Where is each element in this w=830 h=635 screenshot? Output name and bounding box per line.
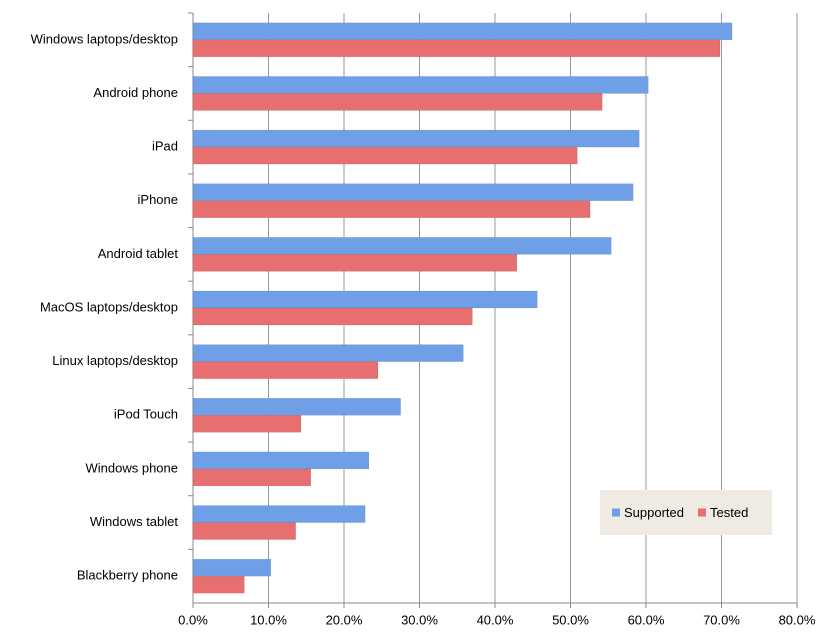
y-tick-label: iPod Touch [114,407,178,422]
bar [192,522,296,540]
bar [192,129,640,148]
legend-label: Tested [710,505,748,520]
bar [192,22,733,41]
y-tick-label: Android phone [93,85,178,100]
y-tick-label: Android tablet [98,246,179,261]
bar [192,415,302,433]
bar [192,254,518,272]
bar [192,575,245,594]
legend-swatch [698,508,706,517]
bar [192,558,272,577]
bar [192,451,370,470]
x-tick-label: 30.0% [401,612,438,627]
y-tick-label: Windows laptops/desktop [31,31,178,46]
legend-label: Supported [624,505,684,520]
bar [192,200,591,218]
bar [192,505,366,523]
y-tick-label: MacOS laptops/desktop [40,299,178,314]
bar [192,307,473,326]
x-tick-label: 80.0% [779,612,816,627]
bar [192,146,578,165]
bar [192,183,634,201]
x-tick-label: 20.0% [326,612,363,627]
bar [192,398,401,416]
legend-box [600,490,772,535]
x-tick-label: 0.0% [178,612,208,627]
bar [192,237,612,255]
bar [192,290,538,309]
bar [192,361,379,379]
x-tick-label: 60.0% [628,612,665,627]
y-tick-label: iPhone [138,192,178,207]
y-tick-label: Windows phone [86,460,179,475]
bar [192,344,464,362]
bar [192,76,649,94]
legend-swatch [612,508,620,517]
y-tick-label: Windows tablet [90,514,179,529]
x-tick-label: 70.0% [703,612,740,627]
y-tick-label: iPad [152,139,178,154]
bar [192,93,603,111]
x-tick-label: 50.0% [552,612,589,627]
x-tick-label: 10.0% [250,612,287,627]
x-tick-label: 40.0% [477,612,514,627]
y-tick-label: Blackberry phone [77,568,178,583]
bar [192,39,721,58]
bar [192,468,312,487]
y-tick-label: Linux laptops/desktop [52,353,178,368]
